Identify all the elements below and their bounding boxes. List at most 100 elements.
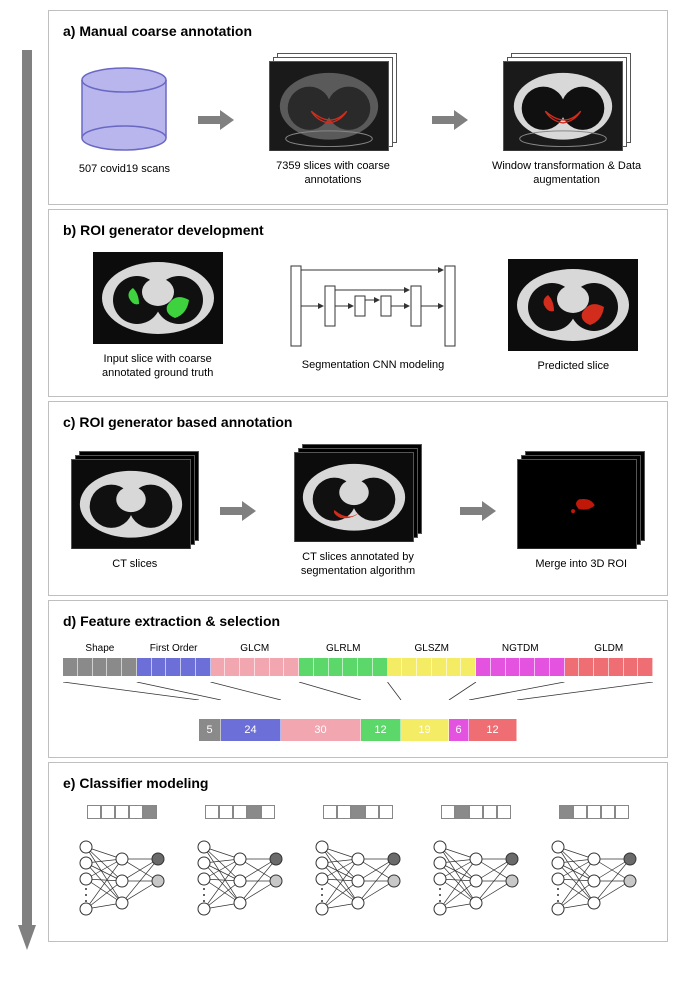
fold-cell <box>219 805 233 819</box>
feature-cell <box>535 658 550 676</box>
fold-cell <box>441 805 455 819</box>
fold-cell <box>247 805 261 819</box>
arrow-icon <box>198 107 234 133</box>
feature-cell <box>284 658 299 676</box>
fold-cell <box>351 805 365 819</box>
feature-selected-bar: 524301219612 <box>199 719 517 741</box>
panel-e: e) Classifier modeling <box>48 762 668 942</box>
main-container: a) Manual coarse annotation 507 covid19 … <box>48 10 668 946</box>
fold-strip <box>441 805 511 819</box>
ct-predicted-red <box>508 259 638 351</box>
panel-b-step-1: Input slice with coarse annotated ground… <box>78 252 238 381</box>
ct-stack-augmented <box>503 53 631 151</box>
arrow-icon <box>460 498 496 524</box>
feature-selected-cell: 30 <box>281 719 361 741</box>
nn-icon <box>308 835 408 925</box>
panel-a: a) Manual coarse annotation 507 covid19 … <box>48 10 668 205</box>
panel-b-step-2: Segmentation CNN modeling <box>273 260 473 372</box>
fold-cell <box>587 805 601 819</box>
feature-cell <box>491 658 506 676</box>
ct-stack-3d-roi <box>517 451 645 549</box>
classifier-networks-row <box>63 835 653 925</box>
feature-cell <box>270 658 285 676</box>
feature-cell <box>255 658 270 676</box>
fold-strip <box>87 805 157 819</box>
feature-selected-cell: 12 <box>469 719 517 741</box>
feature-cell <box>594 658 609 676</box>
fold-cell <box>365 805 379 819</box>
feature-selected-cell: 12 <box>361 719 401 741</box>
classifier-strips-row <box>63 805 653 819</box>
feature-selected-cell: 24 <box>221 719 281 741</box>
panel-a-step1-caption: 507 covid19 scans <box>79 162 170 176</box>
panel-c-step-1: CT slices <box>71 451 199 571</box>
feature-cell <box>388 658 403 676</box>
feature-cell <box>107 658 122 676</box>
ct-input-green <box>93 252 223 344</box>
panel-a-step-3: Window transformation & Data augmentatio… <box>487 53 647 188</box>
feature-cell <box>93 658 108 676</box>
feature-cell <box>225 658 240 676</box>
feature-cell <box>506 658 521 676</box>
feature-group-label: GLDM <box>565 643 654 654</box>
fold-cell <box>615 805 629 819</box>
feature-cell <box>402 658 417 676</box>
feature-top-bar <box>63 658 653 676</box>
feature-cell <box>181 658 196 676</box>
panel-b-step1-caption: Input slice with coarse annotated ground… <box>78 352 238 381</box>
feature-cell <box>476 658 491 676</box>
panel-c-step1-caption: CT slices <box>112 557 157 571</box>
fold-cell <box>143 805 157 819</box>
fold-cell <box>483 805 497 819</box>
feature-cell <box>461 658 476 676</box>
fold-cell <box>261 805 275 819</box>
fold-strip <box>205 805 275 819</box>
feature-cell <box>78 658 93 676</box>
panel-b-step3-caption: Predicted slice <box>538 359 610 373</box>
fold-cell <box>559 805 573 819</box>
panel-d-title: d) Feature extraction & selection <box>63 613 653 629</box>
panel-a-step2-caption: 7359 slices with coarse annotations <box>253 159 413 188</box>
fold-cell <box>601 805 615 819</box>
ct-stack-raw <box>71 451 199 549</box>
panel-c-step2-caption: CT slices annotated by segmentation algo… <box>278 550 438 579</box>
feature-cell <box>447 658 462 676</box>
feature-selected-cell: 6 <box>449 719 469 741</box>
feature-cell <box>137 658 152 676</box>
feature-group-label: Shape <box>63 643 137 654</box>
feature-cell <box>343 658 358 676</box>
fold-cell <box>469 805 483 819</box>
feature-cell <box>520 658 535 676</box>
feature-cell <box>624 658 639 676</box>
panel-d: d) Feature extraction & selection ShapeF… <box>48 600 668 758</box>
fold-cell <box>337 805 351 819</box>
panel-c-step-2: CT slices annotated by segmentation algo… <box>278 444 438 579</box>
fold-cell <box>129 805 143 819</box>
fold-cell <box>455 805 469 819</box>
feature-cell <box>240 658 255 676</box>
fold-cell <box>323 805 337 819</box>
feature-selection-lines <box>63 682 653 700</box>
feature-cell <box>432 658 447 676</box>
feature-cell <box>63 658 78 676</box>
panel-c: c) ROI generator based annotation <box>48 401 668 596</box>
workflow-arrow <box>18 50 36 950</box>
feature-group-label: GLRLM <box>299 643 388 654</box>
unet-diagram <box>273 260 473 352</box>
feature-cell <box>638 658 653 676</box>
feature-cell <box>579 658 594 676</box>
feature-cell <box>196 658 211 676</box>
feature-cell <box>565 658 580 676</box>
nn-icon <box>544 835 644 925</box>
feature-cell <box>373 658 388 676</box>
feature-group-label: GLCM <box>211 643 300 654</box>
nn-icon <box>190 835 290 925</box>
ct-stack-coarse <box>269 53 397 151</box>
feature-cell <box>299 658 314 676</box>
panel-b-title: b) ROI generator development <box>63 222 653 238</box>
panel-a-step-2: 7359 slices with coarse annotations <box>253 53 413 188</box>
fold-strip <box>559 805 629 819</box>
feature-cell <box>166 658 181 676</box>
fold-cell <box>115 805 129 819</box>
feature-cell <box>152 658 167 676</box>
